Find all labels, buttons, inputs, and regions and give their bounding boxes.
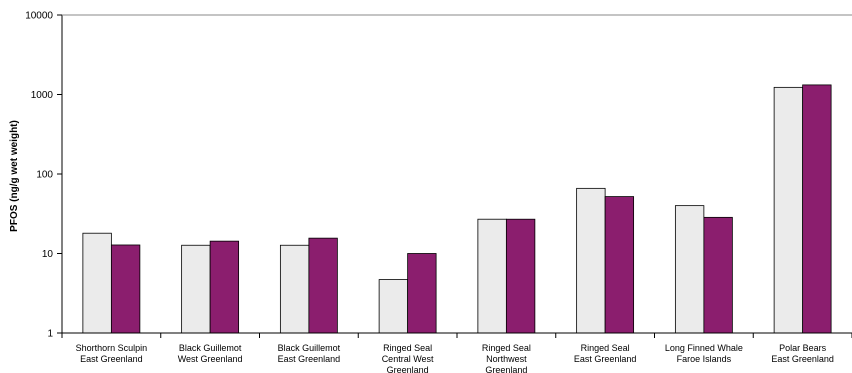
x-category-label: Polar Bears	[779, 343, 827, 353]
x-category-label: Black Guillemot	[278, 343, 341, 353]
bar-series-2	[110, 244, 141, 334]
bar-series-2	[505, 218, 536, 334]
bar-series-1	[773, 86, 804, 334]
bar-series-2	[407, 253, 437, 334]
bar-series-1	[181, 244, 211, 334]
y-tick-label: 100	[36, 170, 53, 181]
x-category-label: East Greenland	[771, 354, 834, 364]
bar-series-2	[308, 237, 338, 334]
bar-series-1	[576, 187, 606, 334]
y-tick-label: 10000	[25, 11, 53, 22]
bar-series-1	[82, 232, 112, 334]
x-category-label: Faroe Islands	[677, 354, 732, 364]
bars-group	[82, 84, 832, 334]
x-category-label: Ringed Seal	[383, 343, 432, 353]
x-category-label: Ringed Seal	[581, 343, 630, 353]
x-category-label: Northwest	[486, 354, 527, 364]
x-category-label: Long Finned Whale	[665, 343, 743, 353]
x-category-label: West Greenland	[178, 354, 243, 364]
x-category-label: Greenland	[485, 365, 527, 373]
bar-series-2	[802, 84, 832, 334]
y-tick-label: 10	[42, 249, 54, 260]
x-category-label: Black Guillemot	[179, 343, 242, 353]
x-ticks-group	[61, 333, 852, 338]
x-category-label: Ringed Seal	[482, 343, 531, 353]
y-tick-label: 1	[47, 329, 53, 340]
bar-series-1	[279, 244, 310, 334]
bar-series-1	[378, 279, 409, 334]
x-category-label: Central West	[382, 354, 434, 364]
bar-series-2	[209, 240, 240, 334]
x-category-label: East Greenland	[574, 354, 637, 364]
bar-series-2	[703, 216, 733, 334]
x-category-label: East Greenland	[80, 354, 143, 364]
y-ticks-group: 1 10 100 1000 10000	[25, 11, 62, 340]
x-category-label: Shorthorn Sculpin	[76, 343, 148, 353]
bar-series-2	[604, 196, 635, 334]
y-axis-title: PFOS (ng/g wet weight)	[9, 120, 20, 232]
bar-series-1	[674, 205, 705, 334]
x-category-label: Greenland	[387, 365, 429, 373]
y-tick-label: 1000	[31, 90, 54, 101]
bar-series-1	[477, 218, 507, 334]
x-category-label: East Greenland	[278, 354, 341, 364]
